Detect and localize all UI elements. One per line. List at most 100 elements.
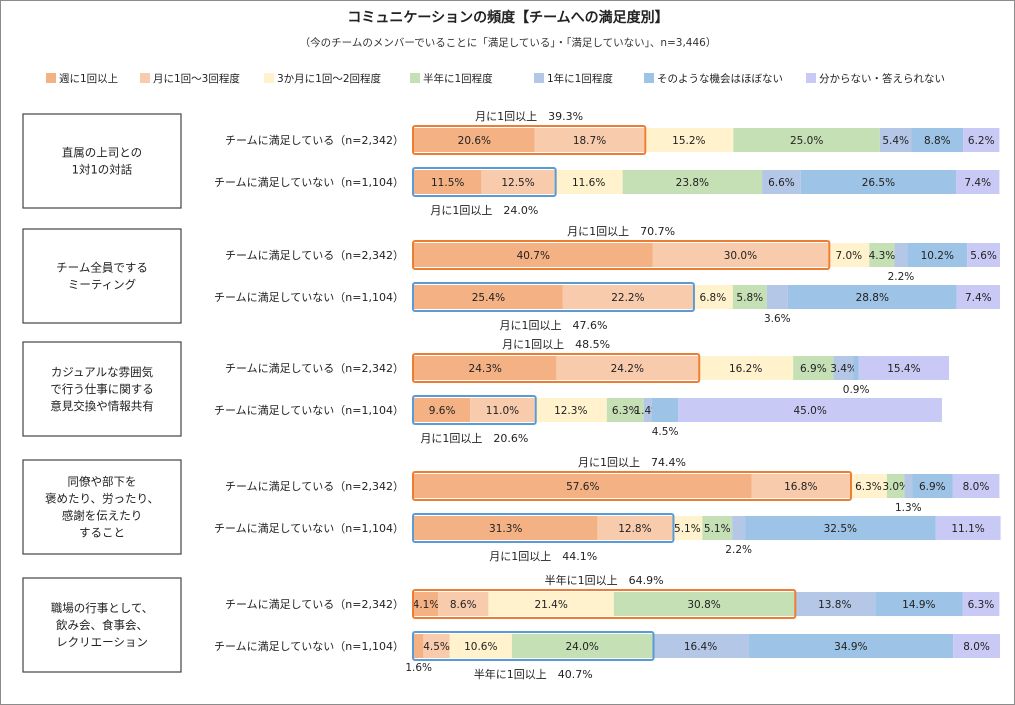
category-box (22, 341, 182, 437)
legend-swatch (46, 73, 56, 83)
callout-label: 半年に1回以上 64.9% (545, 573, 664, 587)
bar-segment (952, 474, 1000, 498)
data-label: 11.0% (486, 405, 519, 417)
data-label: 23.8% (676, 177, 709, 189)
bar-segment (414, 170, 482, 194)
bar-segment (833, 356, 854, 380)
highlight-box (412, 167, 557, 197)
data-label: 24.2% (611, 363, 644, 375)
legend-label: 3か月に1回～2回程度 (277, 72, 382, 85)
bar-segment (762, 170, 801, 194)
data-label: 15.2% (672, 135, 705, 147)
bar-segment (414, 592, 439, 616)
bar-segment (554, 170, 623, 194)
data-label: 10.2% (921, 250, 954, 262)
callout-label: 月に1回以上 48.5% (502, 338, 610, 351)
data-label: 4.5% (652, 426, 679, 438)
bar-segment (651, 398, 679, 422)
data-label: 30.0% (724, 250, 757, 262)
highlight-box (412, 282, 695, 312)
row-label: チームに満足していない（n=1,104） (214, 291, 404, 304)
bar-segment (652, 243, 829, 267)
data-label: 25.0% (790, 135, 823, 147)
bar-segment (438, 592, 489, 616)
data-label: 6.9% (800, 363, 827, 375)
data-label: 6.3% (855, 481, 882, 493)
data-label: 18.7% (573, 135, 606, 147)
bar-segment (967, 243, 1000, 267)
data-label: 7.4% (965, 292, 992, 304)
bar-segment (963, 128, 1000, 152)
bar-segment (766, 285, 788, 309)
callout-label: 月に1回以上 39.3% (475, 110, 583, 123)
row-label: チームに満足していない（n=1,104） (214, 176, 404, 189)
category-box (22, 459, 182, 555)
bar-segment (745, 516, 936, 540)
bar-segment (414, 634, 424, 658)
category-label: 1対1の対話 (72, 163, 133, 177)
chart-title: コミュニケーションの頻度【チームへの満足度別】 (347, 9, 668, 26)
data-label: 5.1% (704, 523, 731, 535)
data-label: 3.4% (830, 363, 857, 375)
bar-segment (556, 356, 699, 380)
callout-label: 月に1回以上 74.4% (578, 456, 686, 469)
bar-segment (894, 243, 908, 267)
bar-segment (414, 516, 598, 540)
legend-label: 週に1回以上 (59, 73, 118, 85)
bar-segment (849, 474, 887, 498)
data-label: 11.6% (572, 177, 605, 189)
category-label: カジュアルな雰囲気 (51, 365, 154, 379)
data-label: 57.6% (566, 481, 599, 493)
bar-segment (562, 285, 693, 309)
bar-segment (911, 128, 964, 152)
data-label: 45.0% (793, 405, 826, 417)
legend-label: 1年に1回程度 (547, 72, 613, 85)
data-label: 8.6% (450, 599, 477, 611)
bar-segment (828, 243, 870, 267)
data-label: 14.9% (902, 599, 935, 611)
category-label: すること (79, 526, 125, 540)
data-label: 1.3% (895, 502, 922, 514)
bar-segment (886, 474, 905, 498)
bar-segment (414, 356, 557, 380)
data-label: 15.4% (887, 363, 920, 375)
bar-segment (912, 474, 953, 498)
data-label: 0.9% (843, 384, 870, 396)
data-label: 34.9% (834, 641, 867, 653)
bar-segment (449, 634, 512, 658)
highlight-box (412, 471, 852, 501)
bar-segment (907, 243, 968, 267)
category-label: 意見交換や情報共有 (50, 399, 154, 413)
data-label: 16.8% (784, 481, 817, 493)
bar-segment (470, 398, 535, 422)
bar-segment (481, 170, 555, 194)
data-label: 26.5% (862, 177, 895, 189)
bar-segment (733, 128, 880, 152)
data-label: 16.2% (729, 363, 762, 375)
data-label: 6.6% (768, 177, 795, 189)
bar-segment (869, 243, 895, 267)
data-label: 4.5% (423, 641, 450, 653)
bar-segment (534, 398, 607, 422)
bar-segment (652, 634, 749, 658)
bar-segment (414, 243, 653, 267)
data-label: 9.6% (429, 405, 456, 417)
bar-segment (414, 474, 752, 498)
category-box (22, 577, 182, 673)
bar-segment (613, 592, 795, 616)
highlight-box (412, 631, 655, 661)
legend-label: そのような機会はほぼない (657, 72, 783, 85)
data-label: 6.2% (968, 135, 995, 147)
category-label: チーム全員でする (56, 261, 148, 275)
bar-segment (793, 356, 834, 380)
data-label: 24.3% (469, 363, 502, 375)
row-label: チームに満足していない（n=1,104） (214, 404, 404, 417)
data-label: 28.8% (856, 292, 889, 304)
data-label: 6.8% (700, 292, 727, 304)
bar-segment (853, 356, 859, 380)
bar-segment (956, 170, 1000, 194)
data-label: 25.4% (472, 292, 505, 304)
data-label: 6.3% (612, 405, 639, 417)
callout-label: 月に1回以上 24.0% (430, 204, 538, 217)
